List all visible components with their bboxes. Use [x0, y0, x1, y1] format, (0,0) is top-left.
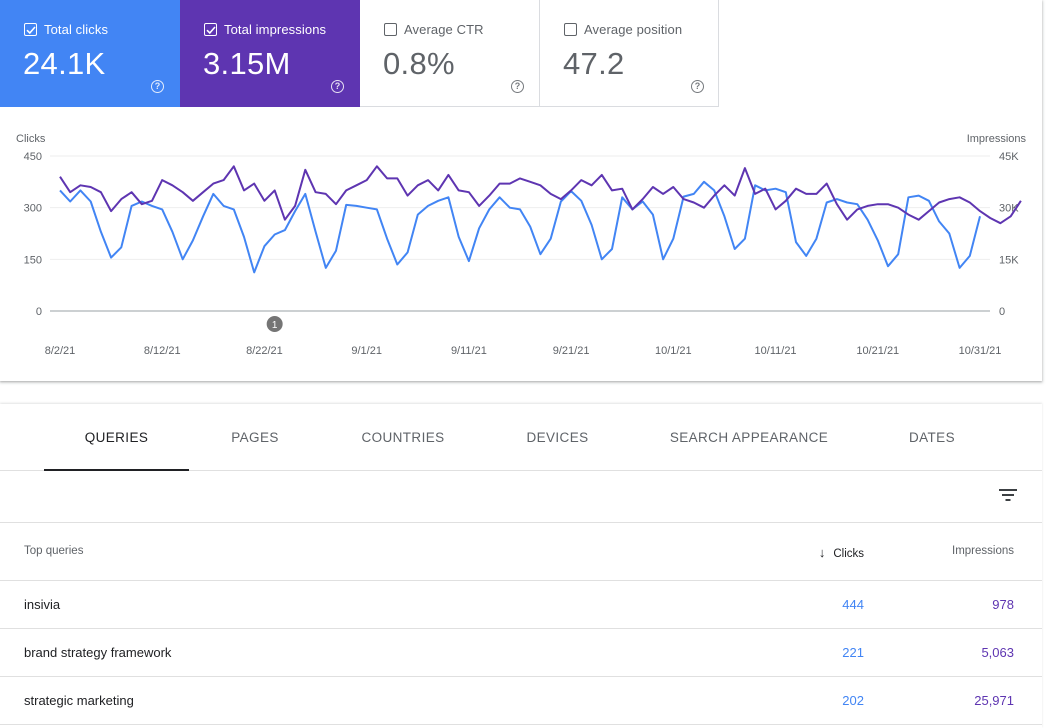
performance-chart: Clicks Impressions 450 45K 300 30K 150 15K 0 0 8… — [0, 125, 1042, 365]
x-tick-label: 8/12/21 — [144, 345, 181, 357]
tab-dates[interactable]: DATES — [908, 430, 955, 445]
left-tick-label: 0 — [36, 306, 42, 318]
help-icon[interactable]: ? — [691, 80, 704, 93]
right-tick-label: 45K — [999, 151, 1019, 163]
x-tick-label: 10/1/21 — [655, 345, 692, 357]
metric-value: 24.1K — [23, 46, 106, 81]
tab-queries[interactable]: QUERIES — [44, 404, 189, 471]
annotation-label: 1 — [272, 320, 278, 331]
impressions-cell: 978 — [992, 597, 1014, 612]
x-tick-label: 9/11/21 — [451, 345, 487, 357]
header-impressions[interactable]: Impressions — [952, 545, 1014, 557]
metric-value: 3.15M — [203, 46, 291, 81]
sort-arrow-down-icon: ↓ — [818, 545, 826, 560]
x-tick-label: 8/22/21 — [246, 345, 283, 357]
impressions-series-line — [59, 165, 1022, 225]
tab-pages[interactable]: PAGES — [231, 430, 279, 445]
metric-card-total-clicks[interactable]: Total clicks 24.1K ? — [0, 0, 180, 107]
table-row[interactable]: brand strategy framework 221 5,063 — [0, 629, 1042, 677]
metric-value: 47.2 — [563, 46, 625, 81]
clicks-series-line — [59, 180, 981, 274]
table-row[interactable]: strategic marketing 202 25,971 — [0, 677, 1042, 725]
metric-card-total-impressions[interactable]: Total impressions 3.15M ? — [180, 0, 360, 107]
chart-lines — [59, 165, 1022, 274]
metric-value: 0.8% — [383, 46, 455, 81]
dimensions-panel: QUERIES PAGES COUNTRIES DEVICES SEARCH A… — [0, 404, 1042, 728]
x-tick-label: 9/21/21 — [553, 345, 590, 357]
clicks-cell: 444 — [842, 597, 864, 612]
metric-label: Average position — [584, 22, 683, 37]
x-tick-label: 10/31/21 — [959, 345, 1002, 357]
tab-devices[interactable]: DEVICES — [526, 430, 589, 445]
help-icon[interactable]: ? — [331, 80, 344, 93]
left-tick-label: 150 — [24, 254, 42, 266]
clicks-cell: 221 — [842, 645, 864, 660]
header-clicks-label: Clicks — [833, 548, 864, 560]
filter-row — [0, 471, 1042, 523]
table-header: Top queries ↓ Clicks Impressions — [0, 522, 1042, 581]
right-tick-label: 15K — [999, 254, 1019, 266]
tab-bar: QUERIES PAGES COUNTRIES DEVICES SEARCH A… — [0, 404, 1042, 471]
query-cell: insivia — [24, 597, 61, 612]
annotation-marker[interactable] — [266, 316, 283, 332]
x-tick-label: 10/21/21 — [856, 345, 899, 357]
help-icon[interactable]: ? — [511, 80, 524, 93]
header-clicks[interactable]: ↓ Clicks — [819, 545, 864, 560]
checkbox-checked-icon[interactable] — [204, 23, 217, 36]
queries-table: Top queries ↓ Clicks Impressions insivia … — [0, 522, 1042, 725]
filter-icon[interactable] — [998, 487, 1018, 503]
metric-label: Total impressions — [224, 22, 327, 37]
checkbox-unchecked-icon[interactable] — [384, 23, 397, 36]
metric-label: Average CTR — [404, 22, 484, 37]
tab-countries[interactable]: COUNTRIES — [361, 430, 445, 445]
clicks-cell: 202 — [842, 693, 864, 708]
metric-cards: Total clicks 24.1K ? Total impressions 3… — [0, 0, 720, 108]
left-tick-label: 300 — [24, 203, 42, 215]
header-top-queries[interactable]: Top queries — [24, 545, 84, 557]
x-tick-label: 8/2/21 — [45, 345, 76, 357]
left-axis-label: Clicks — [16, 133, 46, 145]
query-cell: strategic marketing — [24, 693, 134, 708]
metric-card-average-position[interactable]: Average position 47.2 ? — [539, 0, 719, 107]
left-tick-label: 450 — [24, 151, 42, 163]
right-tick-label: 0 — [999, 306, 1005, 318]
x-tick-label: 9/1/21 — [351, 345, 382, 357]
impressions-cell: 25,971 — [974, 693, 1014, 708]
table-row[interactable]: insivia 444 978 — [0, 581, 1042, 629]
chart-annotation[interactable]: 1 — [266, 316, 283, 332]
metric-card-average-ctr[interactable]: Average CTR 0.8% ? — [360, 0, 540, 107]
help-icon[interactable]: ? — [151, 80, 164, 93]
tab-search-appearance[interactable]: SEARCH APPEARANCE — [669, 430, 829, 445]
impressions-cell: 5,063 — [981, 645, 1014, 660]
right-axis-label: Impressions — [967, 133, 1027, 145]
metric-label: Total clicks — [44, 22, 109, 37]
query-cell: brand strategy framework — [24, 645, 172, 660]
performance-panel: Total clicks 24.1K ? Total impressions 3… — [0, 0, 1042, 365]
checkbox-unchecked-icon[interactable] — [564, 23, 577, 36]
checkbox-checked-icon[interactable] — [24, 23, 37, 36]
x-tick-label: 10/11/21 — [755, 345, 797, 357]
